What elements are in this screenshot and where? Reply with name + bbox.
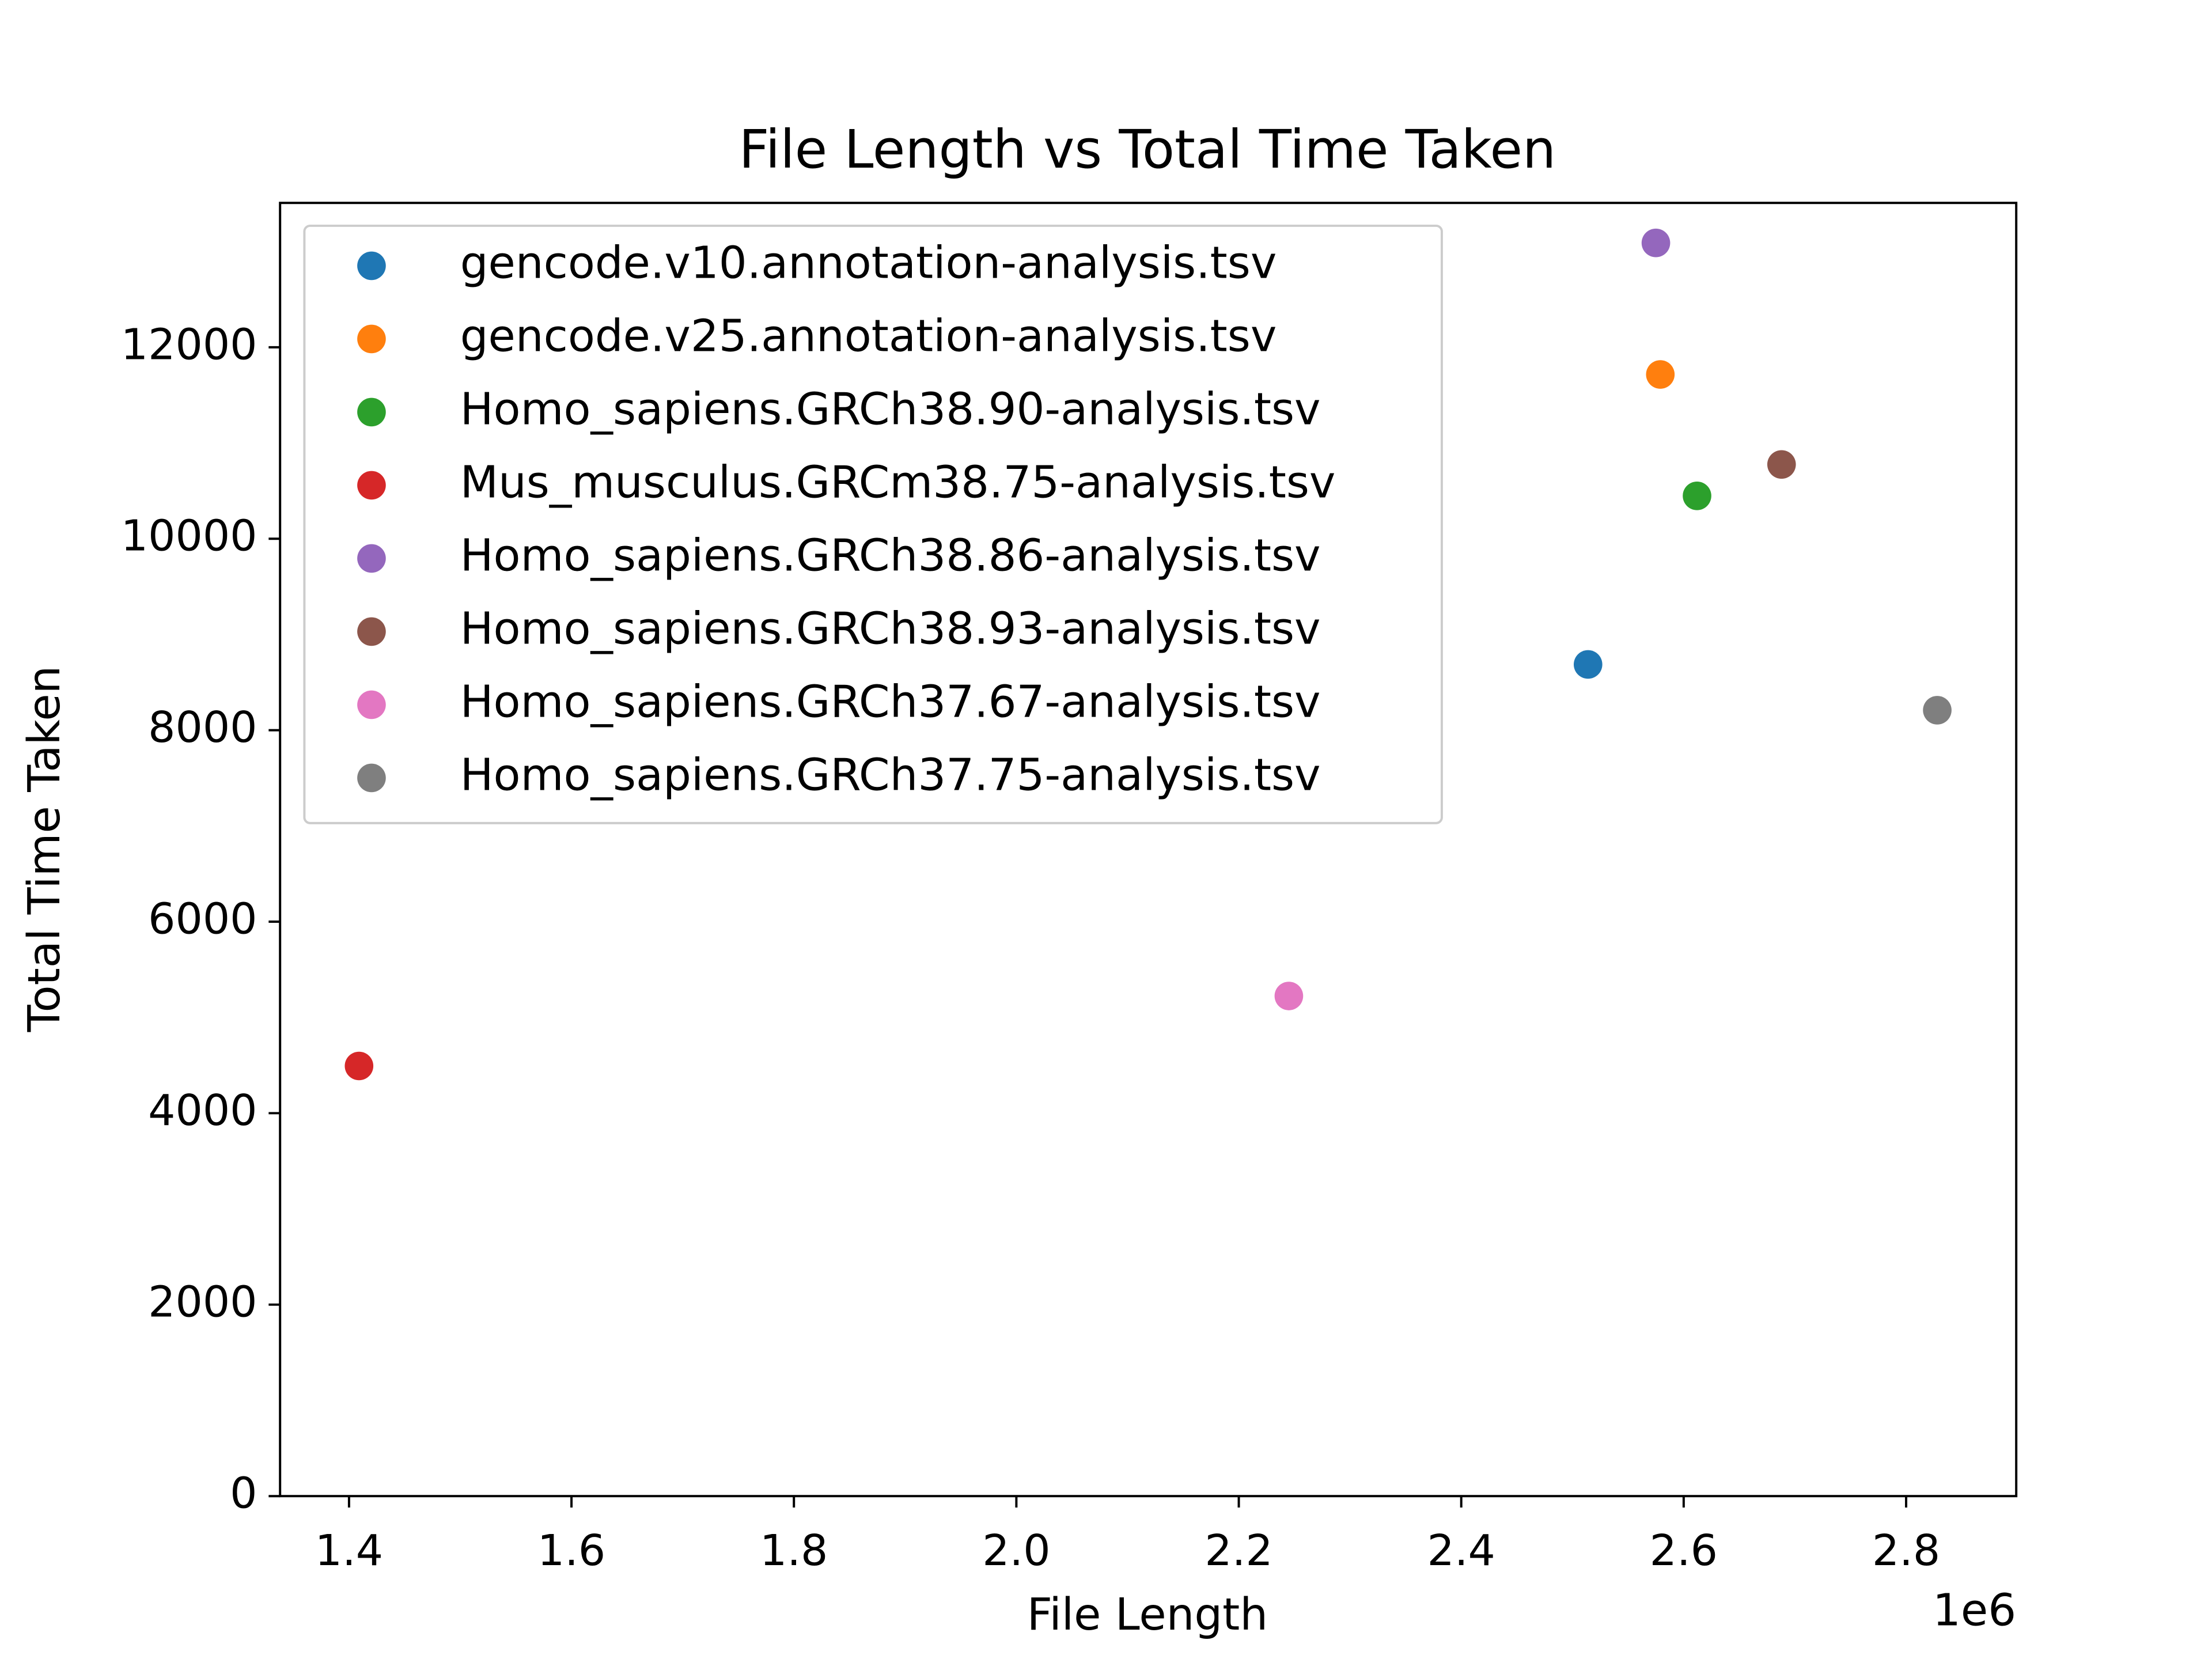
x-axis-label: File Length xyxy=(1027,1589,1268,1641)
legend: gencode.v10.annotation-analysis.tsv genco… xyxy=(303,224,1443,824)
legend-marker xyxy=(357,324,386,354)
scatter-point xyxy=(1767,450,1796,479)
x-tick-label: 2.4 xyxy=(1427,1525,1495,1575)
legend-marker xyxy=(357,544,386,573)
legend-label: gencode.v10.annotation-analysis.tsv xyxy=(460,237,1277,289)
legend-label: Homo_sapiens.GRCh38.93-analysis.tsv xyxy=(460,603,1321,654)
scatter-point xyxy=(1274,982,1304,1010)
legend-marker xyxy=(357,763,386,793)
scatter-point xyxy=(1641,228,1671,257)
legend-label: gencode.v25.annotation-analysis.tsv xyxy=(460,310,1277,362)
scatter-point xyxy=(1573,650,1603,679)
chart-title: File Length vs Total Time Taken xyxy=(739,119,1556,180)
legend-label: Mus_musculus.GRCm38.75-analysis.tsv xyxy=(460,457,1336,508)
x-tick-label: 2.0 xyxy=(982,1525,1050,1575)
legend-label: Homo_sapiens.GRCh37.75-analysis.tsv xyxy=(460,749,1321,801)
y-axis-label: Total Time Taken xyxy=(19,666,70,1033)
legend-marker xyxy=(357,397,386,427)
legend-label: Homo_sapiens.GRCh38.90-analysis.tsv xyxy=(460,384,1321,435)
x-tick-label: 2.2 xyxy=(1205,1525,1272,1575)
legend-marker xyxy=(357,690,386,719)
legend-label: Homo_sapiens.GRCh37.67-analysis.tsv xyxy=(460,676,1321,728)
scatter-point xyxy=(1923,696,1952,725)
x-tick-label: 2.6 xyxy=(1650,1525,1718,1575)
legend-frame xyxy=(303,224,1443,824)
x-offset-label: 1e6 xyxy=(1933,1585,2016,1637)
y-tick-label: 6000 xyxy=(148,894,257,944)
x-tick-label: 1.8 xyxy=(760,1525,828,1575)
y-tick-label: 8000 xyxy=(148,702,257,752)
y-tick-label: 2000 xyxy=(148,1277,257,1327)
legend-label: Homo_sapiens.GRCh38.86-analysis.tsv xyxy=(460,530,1321,581)
scatter-point xyxy=(344,1051,374,1081)
legend-marker xyxy=(357,251,386,281)
y-tick-label: 4000 xyxy=(148,1085,257,1135)
legend-marker xyxy=(357,471,386,500)
y-tick-label: 10000 xyxy=(121,511,257,561)
x-tick-label: 1.6 xyxy=(537,1525,605,1575)
legend-marker xyxy=(357,617,386,646)
y-tick-label: 0 xyxy=(230,1468,257,1518)
scatter-point xyxy=(1646,360,1675,389)
plot-frame xyxy=(279,202,2018,1498)
y-tick-label: 12000 xyxy=(121,319,257,369)
scatter-point xyxy=(1683,481,1711,510)
x-tick-label: 1.4 xyxy=(315,1525,383,1575)
x-tick-label: 2.8 xyxy=(1872,1525,1940,1575)
